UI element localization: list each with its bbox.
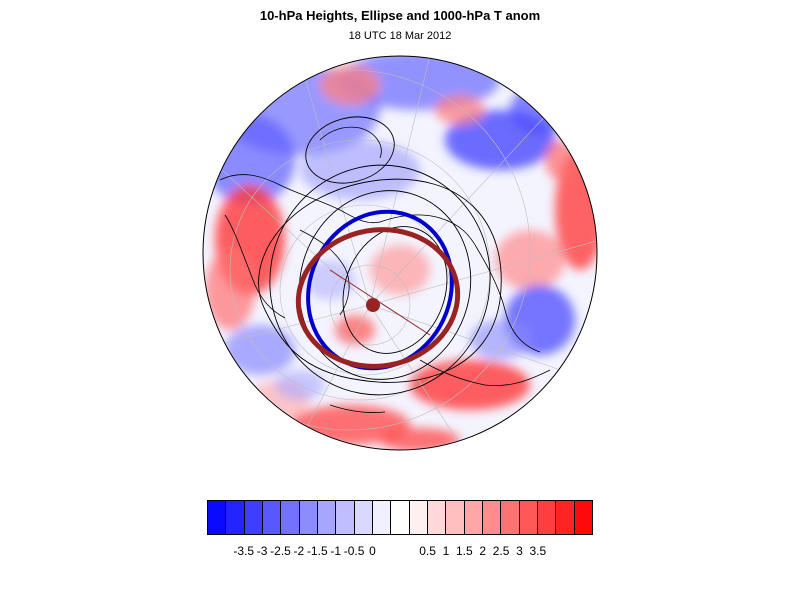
colorbar-tick-label: -2 bbox=[293, 544, 305, 558]
colorbar-segment bbox=[336, 501, 355, 534]
colorbar-segment bbox=[354, 501, 373, 534]
globe-border bbox=[202, 55, 598, 451]
red-ellipse bbox=[295, 227, 461, 369]
colorbar-segment bbox=[446, 501, 465, 534]
colorbar-labels: -3.5 -3 -2.5 -2 -1.5 -1 -0.5 0 0.5 1 1.5 2 2.5 3 3.5 bbox=[207, 544, 593, 560]
colorbar-tick-label: -1 bbox=[330, 544, 341, 558]
colorbar-tick-label: -1.5 bbox=[306, 544, 328, 558]
colorbar-segment bbox=[391, 501, 410, 534]
colorbar-tick-label: 2.5 bbox=[492, 544, 510, 558]
colorbar-segment bbox=[537, 501, 557, 534]
colorbar-segment bbox=[482, 501, 502, 534]
plot-subtitle: 18 UTC 18 Mar 2012 bbox=[348, 30, 452, 42]
colorbar-segment bbox=[244, 501, 263, 534]
colorbar-tick-label: 0.5 bbox=[419, 544, 436, 558]
colorbar-segment bbox=[501, 501, 520, 534]
colorbar-segment bbox=[317, 501, 337, 534]
colorbar-tick-label: 0 bbox=[369, 544, 376, 558]
colorbar-tick-label: 1.5 bbox=[455, 544, 473, 558]
colorbar-tick-label: 3 bbox=[516, 544, 523, 558]
colorbar-segment bbox=[409, 501, 428, 534]
colorbar-tick-label: 3.5 bbox=[529, 544, 547, 558]
colorbar-segment bbox=[574, 501, 592, 534]
plot-title: 10-hPa Heights, Ellipse and 1000-hPa T a… bbox=[259, 8, 541, 23]
colorbar-tick-label: -3 bbox=[256, 544, 268, 558]
colorbar-segment bbox=[519, 501, 538, 534]
height-contours bbox=[258, 116, 502, 396]
colorbar bbox=[207, 500, 593, 535]
colorbar-segment bbox=[262, 501, 282, 534]
colorbar-segment bbox=[281, 501, 300, 534]
ellipse-axis bbox=[329, 269, 431, 336]
colorbar-tick-label: -0.5 bbox=[343, 544, 365, 558]
colorbar-tick-label: 1 bbox=[442, 544, 450, 558]
colorbar-segment bbox=[226, 501, 245, 534]
colorbar-tick-label: -3.5 bbox=[233, 544, 255, 558]
colorbar-segment bbox=[427, 501, 447, 534]
colorbar-tick-label: 2 bbox=[479, 544, 487, 558]
colorbar-segment bbox=[372, 501, 392, 534]
colorbar-segment bbox=[556, 501, 575, 534]
colorbar-segment bbox=[464, 501, 483, 534]
temperature-anomaly-field bbox=[203, 56, 597, 450]
colorbar-segment bbox=[208, 501, 227, 534]
colorbar-segment bbox=[299, 501, 318, 534]
colorbar-tick-label: -2.5 bbox=[270, 544, 291, 558]
ellipse-center-marker bbox=[366, 298, 380, 312]
